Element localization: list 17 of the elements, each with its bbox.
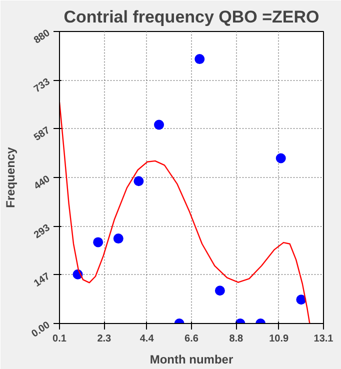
x-tick-label: 8.8 <box>229 334 244 344</box>
y-tick-label: 0.00 <box>30 320 53 340</box>
chart-title: Contrial frequency QBO =ZERO <box>64 8 320 26</box>
y-tick-label: 293 <box>32 222 53 242</box>
x-tick-label: 13.1 <box>314 334 334 344</box>
x-axis-title: Month number <box>150 352 234 366</box>
y-tick-label: 880 <box>32 28 53 46</box>
y-tick-label: 733 <box>32 76 53 96</box>
x-tick-label: 2.3 <box>97 334 112 344</box>
x-tick-label: 10.9 <box>269 334 289 344</box>
y-axis-title: Frequency <box>3 146 18 208</box>
x-tick-label: 6.6 <box>184 334 199 344</box>
y-tick-label: 587 <box>32 124 53 144</box>
y-tick-label: 440 <box>32 174 53 192</box>
x-tick-label: 4.4 <box>140 334 154 344</box>
y-tick-label: 147 <box>32 270 53 290</box>
x-tick-label: 0.1 <box>52 334 67 344</box>
